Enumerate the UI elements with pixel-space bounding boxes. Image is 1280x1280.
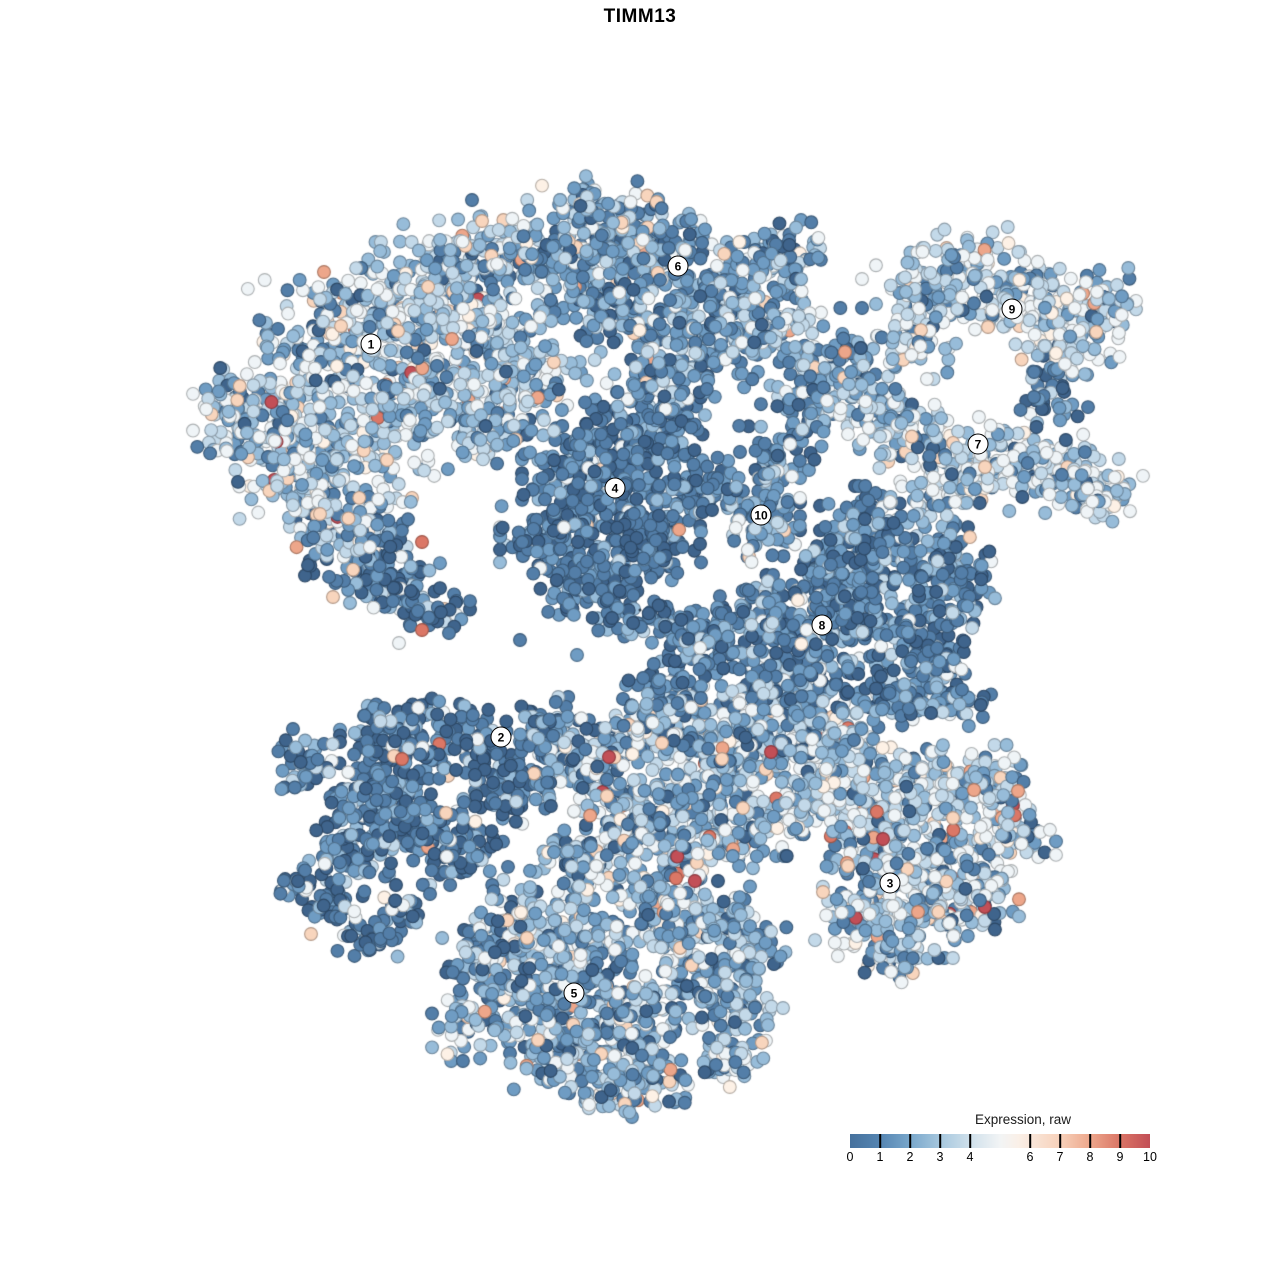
legend-tick-label: 6: [1026, 1150, 1034, 1164]
legend-tick-label: 4: [966, 1150, 974, 1164]
legend-tick-line: [969, 1134, 971, 1148]
legend-tick-label: 7: [1056, 1150, 1064, 1164]
legend-title: Expression, raw: [974, 1112, 1072, 1127]
legend-tick-line: [879, 1134, 881, 1148]
legend-tick-label: 10: [1143, 1150, 1157, 1164]
legend-tick-label: 1: [876, 1150, 884, 1164]
legend-tick-label: 9: [1116, 1150, 1124, 1164]
legend-tick-label: 3: [936, 1150, 944, 1164]
legend-tick-line: [1089, 1134, 1091, 1148]
legend-tick-line: [909, 1134, 911, 1148]
legend-tick-line: [1029, 1134, 1031, 1148]
legend-tick-labels: 0 1 2 3 4 6 7 8 9 10: [846, 1150, 1157, 1166]
legend-tick-label: 8: [1086, 1150, 1094, 1164]
legend-tick-line: [1059, 1134, 1061, 1148]
legend-tick-label: 2: [906, 1150, 914, 1164]
expression-legend: Expression, raw 0 1 2 3 4 6 7 8 9 10: [846, 1112, 1157, 1172]
legend-gradient-bar: [850, 1134, 1150, 1148]
legend-tick-line: [939, 1134, 941, 1148]
legend-tick-line: [1119, 1134, 1121, 1148]
legend-tick-label: 0: [846, 1150, 854, 1164]
